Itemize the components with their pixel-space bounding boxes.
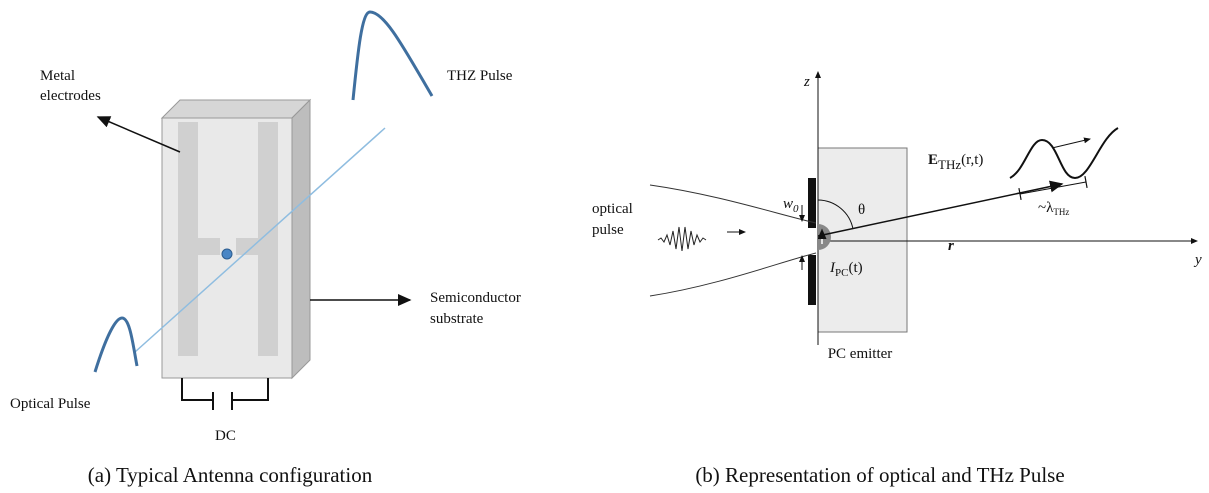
emitter-box (818, 148, 907, 332)
gap (222, 249, 232, 259)
electrode (808, 255, 816, 305)
wavelength-bar (1020, 182, 1086, 194)
electrode (808, 178, 816, 228)
arrow (1052, 139, 1090, 148)
waist-label: w0 (783, 196, 799, 215)
label: PC emitter (828, 346, 893, 362)
distance-label: r (948, 238, 954, 254)
field-label: ETHz(r,t) (928, 152, 983, 172)
angle-label: θ (858, 202, 865, 218)
thz-pulse-wave (1010, 128, 1118, 178)
optical-pulse-wave (658, 227, 706, 251)
axis-label: y (1193, 252, 1202, 268)
caption: (a) Typical Antenna configuration (88, 463, 373, 487)
caption: (b) Representation of optical and THz Pu… (695, 463, 1064, 487)
axis-label: z (803, 74, 810, 90)
figure: Metalelectrodes THZ Pulse Semiconductors… (0, 0, 1209, 493)
wavelength-label: ~λTHz (1038, 200, 1069, 217)
optical-pulse-wave (95, 318, 137, 372)
substrate-side (292, 100, 310, 378)
beam-edge (650, 253, 816, 296)
substrate-top (162, 100, 310, 118)
label: Optical Pulse (10, 396, 91, 412)
label: DC (215, 428, 236, 444)
label: THZ Pulse (447, 68, 513, 84)
dc-circuit (182, 378, 268, 410)
thz-pulse-wave (353, 12, 432, 100)
